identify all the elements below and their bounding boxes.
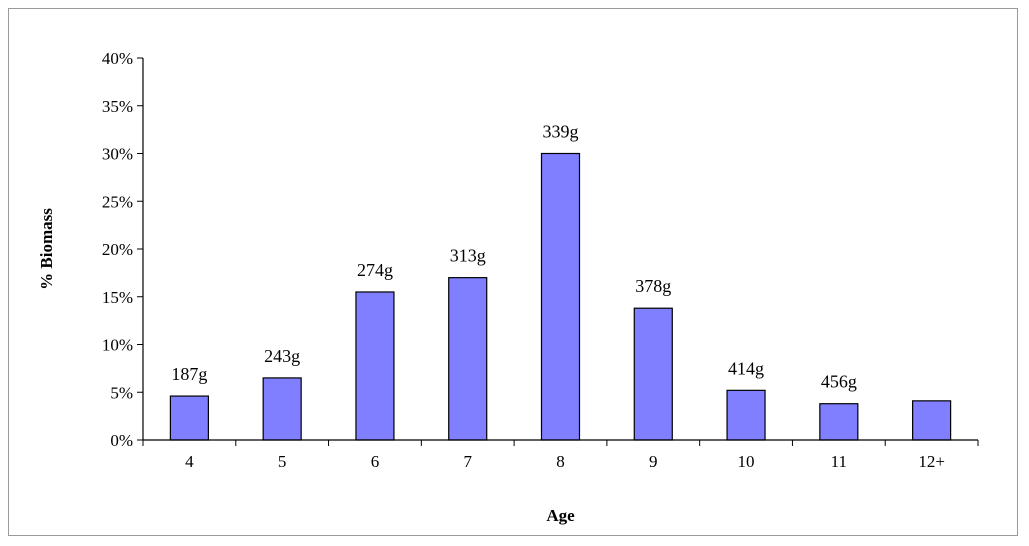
data-label: 456g <box>821 372 857 392</box>
data-label: 339g <box>543 122 579 142</box>
y-tick-label: 20% <box>102 240 133 259</box>
y-tick-label: 25% <box>102 192 133 211</box>
bar-age-5 <box>262 377 302 441</box>
y-tick-label: 10% <box>102 336 133 355</box>
bar-age-12+ <box>912 400 952 441</box>
y-tick-label: 0% <box>110 431 133 450</box>
bar-age-6 <box>355 291 395 441</box>
bar-age-11 <box>819 403 859 441</box>
x-tick-label: 12+ <box>918 452 945 471</box>
y-tick-label: 30% <box>102 145 133 164</box>
bar-age-7 <box>448 277 488 441</box>
x-tick-label: 6 <box>371 452 380 471</box>
x-tick-label: 4 <box>185 452 194 471</box>
bar-age-8 <box>540 152 581 441</box>
y-tick-label: 40% <box>102 49 133 68</box>
chart-frame <box>8 8 1018 536</box>
x-axis-title: Age <box>546 506 575 525</box>
data-label: 187g <box>171 364 207 384</box>
y-axis-ticks: 0% 5% 10% 15% 20% 25% 30% 35% 40% <box>102 49 143 450</box>
data-label: 313g <box>450 246 486 266</box>
data-label: 243g <box>264 346 300 366</box>
x-tick-label: 11 <box>831 452 847 471</box>
data-label: 378g <box>635 276 671 296</box>
bar-age-9 <box>633 307 673 441</box>
data-label: 414g <box>728 358 764 378</box>
x-tick-label: 10 <box>738 452 755 471</box>
bar-age-10 <box>726 389 766 441</box>
y-tick-label: 15% <box>102 288 133 307</box>
x-tick-label: 9 <box>649 452 658 471</box>
data-labels: 187g 243g 274g 313g 339g 378g 414g 456g <box>171 122 856 392</box>
y-tick-label: 35% <box>102 97 133 116</box>
data-label: 274g <box>357 260 393 280</box>
y-tick-label: 5% <box>110 383 133 402</box>
y-axis-title: % Biomass <box>37 208 56 290</box>
x-tick-label: 8 <box>556 452 565 471</box>
bars <box>169 152 952 441</box>
x-axis-ticks: 4 5 6 7 8 9 10 11 12+ <box>142 440 979 471</box>
x-tick-label: 5 <box>278 452 287 471</box>
x-tick-label: 7 <box>463 452 472 471</box>
bar-age-4 <box>169 395 209 441</box>
